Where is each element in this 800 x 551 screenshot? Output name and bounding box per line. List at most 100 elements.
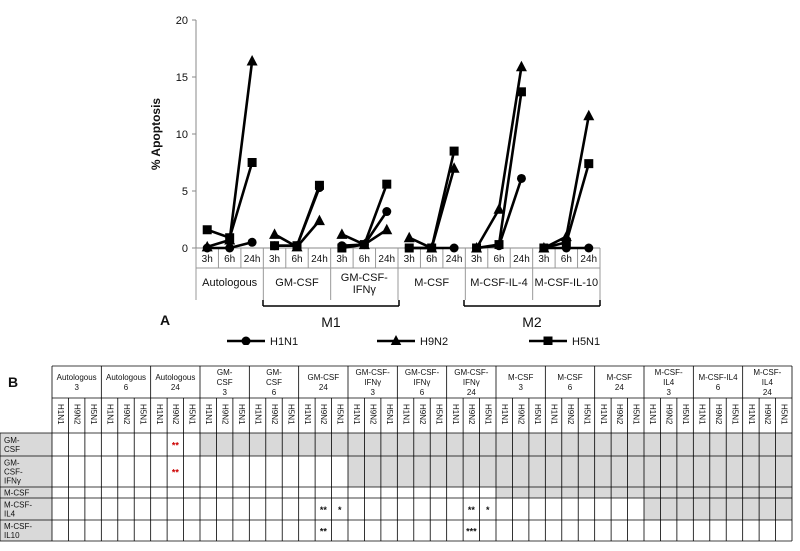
legend-marker xyxy=(543,336,553,345)
strain-header: H1N1 xyxy=(648,404,657,425)
group-label: M-CSF-IL-4 xyxy=(470,277,527,289)
row-label: IFNγ xyxy=(4,477,21,486)
significance-mark: ** xyxy=(468,505,476,515)
h1n1-point xyxy=(382,207,392,217)
row-label: CSF xyxy=(4,445,20,454)
shaded-cells xyxy=(348,456,792,487)
legend-label: H9N2 xyxy=(420,336,448,345)
shaded-cells xyxy=(200,433,792,456)
time-label: 3h xyxy=(471,254,482,265)
column-group-label: 6 xyxy=(568,383,573,392)
h9n2-point xyxy=(403,231,415,243)
time-label: 24h xyxy=(580,254,597,265)
time-label: 3h xyxy=(202,254,213,265)
strain-header: H9N2 xyxy=(319,404,328,425)
h5n1-point xyxy=(561,237,571,247)
h9n2-point xyxy=(515,60,527,72)
strain-header: H9N2 xyxy=(763,404,772,425)
group-label: Autologous xyxy=(202,277,258,289)
group-label: M-CSF-IL-10 xyxy=(535,277,599,289)
y-tick-label: 20 xyxy=(176,15,188,27)
h5n1-point xyxy=(494,240,504,250)
column-group-label: Autologous xyxy=(106,373,146,382)
time-label: 24h xyxy=(311,254,328,265)
h1n1-point xyxy=(584,243,594,253)
strain-header: H1N1 xyxy=(204,404,213,425)
strain-header: H1N1 xyxy=(253,404,262,425)
h9n2-point xyxy=(583,109,595,121)
supergroup-label: M1 xyxy=(321,314,341,330)
h5n1-point xyxy=(292,241,302,251)
significance-mark: ** xyxy=(172,468,180,478)
column-group-label: 6 xyxy=(716,383,721,392)
column-group-label: 3 xyxy=(370,388,375,397)
column-group-label: GM-CSF- xyxy=(454,368,489,377)
strain-header: H9N2 xyxy=(270,404,279,425)
h9n2-point xyxy=(448,162,460,173)
column-group-label: 24 xyxy=(171,383,180,392)
significance-mark: ** xyxy=(320,527,328,537)
time-label: 6h xyxy=(224,254,235,265)
column-group-label: GM- xyxy=(217,368,233,377)
row-label: M-CSF- xyxy=(4,501,32,510)
legend-marker xyxy=(241,336,251,345)
time-label: 3h xyxy=(538,254,549,265)
strain-header: H5N1 xyxy=(533,404,542,425)
strain-header: H9N2 xyxy=(517,404,526,425)
column-group-label: 3 xyxy=(666,388,671,397)
h5n1-point xyxy=(449,146,459,156)
column-group-label: 6 xyxy=(420,388,425,397)
strain-header: H9N2 xyxy=(418,404,427,425)
h9n2-series-line xyxy=(543,115,591,250)
column-group-label: 24 xyxy=(763,388,772,397)
column-group-label: CSF xyxy=(217,378,233,387)
column-group-label: IFNγ xyxy=(463,378,480,387)
column-group-label: Autologous xyxy=(155,373,195,382)
h5n1-point xyxy=(202,225,212,235)
panel-b-label: B xyxy=(8,374,19,390)
supergroup-label: M2 xyxy=(522,314,542,330)
column-group-label: M-CSF-IL4 xyxy=(698,373,738,382)
column-group-label: GM-CSF xyxy=(308,373,340,382)
y-tick-label: 5 xyxy=(182,186,188,198)
strain-header: H5N1 xyxy=(138,404,147,425)
column-group-label: Autologous xyxy=(57,373,97,382)
time-label: 6h xyxy=(561,254,572,265)
time-label: 3h xyxy=(404,254,415,265)
h5n1-series-line xyxy=(206,162,254,240)
h9n2-point xyxy=(269,228,281,239)
column-group-label: M-CSF xyxy=(508,373,533,382)
strain-header: H9N2 xyxy=(665,404,674,425)
significance-mark: * xyxy=(486,505,490,515)
strain-header: H5N1 xyxy=(434,404,443,425)
column-group-label: GM-CSF- xyxy=(405,368,440,377)
column-group-label: IFNγ xyxy=(414,378,431,387)
strain-header: H1N1 xyxy=(401,404,410,425)
significance-mark: ** xyxy=(172,441,180,451)
strain-header: H5N1 xyxy=(780,404,789,425)
strain-header: H1N1 xyxy=(303,404,312,425)
time-label: 6h xyxy=(291,254,302,265)
strain-header: H9N2 xyxy=(73,404,82,425)
strain-header: H9N2 xyxy=(171,404,180,425)
time-label: 6h xyxy=(493,254,504,265)
strain-header: H5N1 xyxy=(385,404,394,425)
column-group-label: 24 xyxy=(319,383,328,392)
column-group-label: CSF xyxy=(266,378,282,387)
column-group-label: M-CSF- xyxy=(753,368,781,377)
column-group-label: 3 xyxy=(222,388,227,397)
column-group-label: 24 xyxy=(467,388,476,397)
strain-header: H1N1 xyxy=(500,404,509,425)
row-label: IL4 xyxy=(4,510,16,519)
column-group-label: 6 xyxy=(272,388,277,397)
strain-header: H9N2 xyxy=(369,404,378,425)
row-label: GM- xyxy=(4,436,20,445)
h5n1-point xyxy=(404,243,414,253)
column-group-label: IL4 xyxy=(663,378,675,387)
strain-header: H5N1 xyxy=(188,404,197,425)
column-group-label: 6 xyxy=(124,383,129,392)
time-label: 6h xyxy=(359,254,370,265)
panel-a-label: A xyxy=(160,312,171,328)
row-label-shade xyxy=(0,433,52,541)
h9n2-point xyxy=(381,223,393,235)
